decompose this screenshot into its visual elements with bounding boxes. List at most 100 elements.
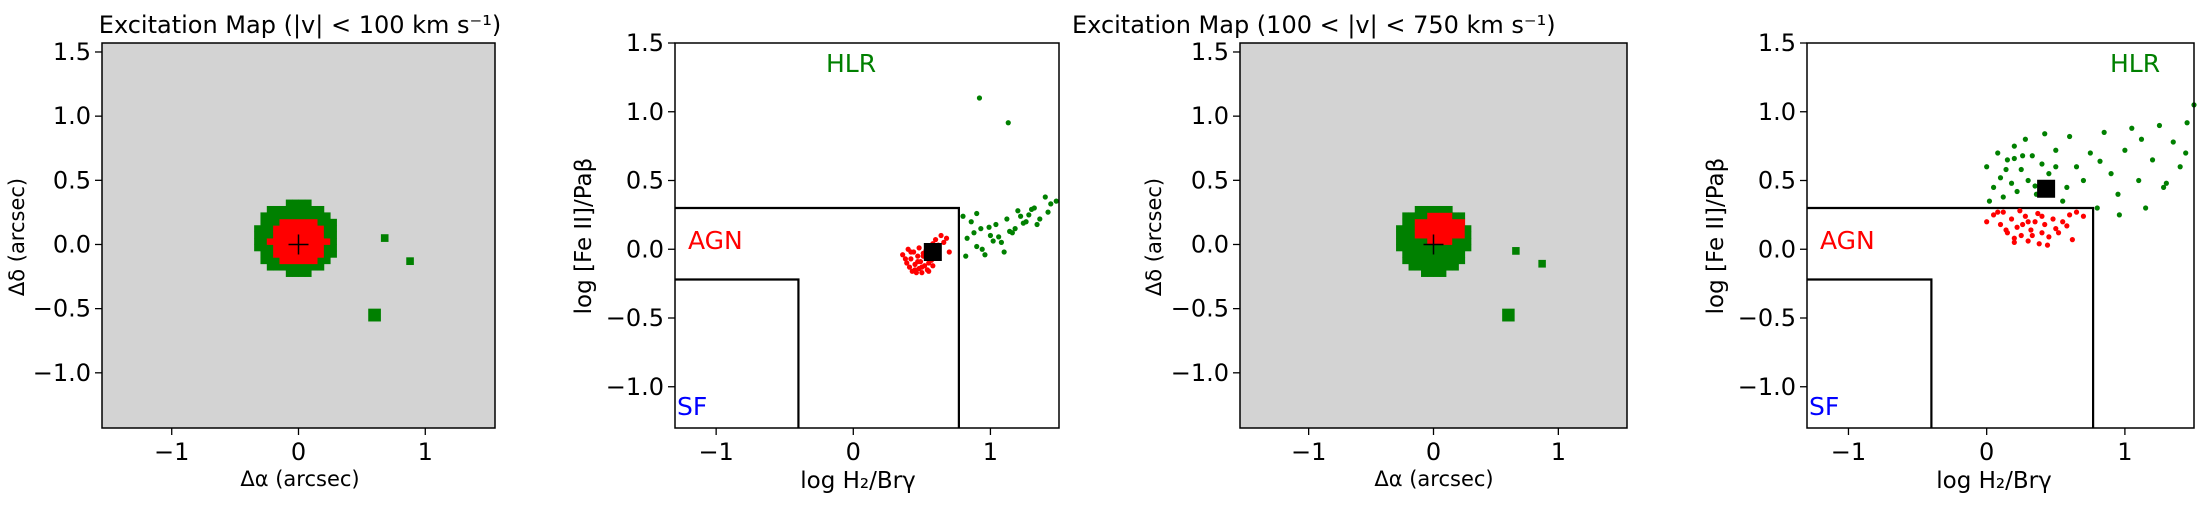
hlr-point	[2122, 147, 2128, 153]
agn-pixel	[311, 250, 318, 258]
hlr-point	[2042, 131, 2048, 137]
agn-point	[2042, 221, 2048, 228]
agn-pixel	[1445, 212, 1453, 220]
hlr-point	[2177, 164, 2183, 170]
hlr-point	[2136, 177, 2142, 184]
hlr-pixel	[323, 218, 331, 226]
x-axis-label: log H₂/Brγ	[800, 468, 915, 494]
hlr-pixel	[273, 263, 280, 271]
agn-point	[908, 256, 914, 262]
y-tick-label: 0.0	[626, 235, 664, 263]
sf-boundary-line	[1807, 278, 1933, 428]
agn-point	[932, 237, 939, 243]
hlr-pixel	[1452, 212, 1459, 220]
hlr-pixel	[260, 257, 268, 265]
agn-pixel	[279, 238, 287, 245]
x-tick-label: 0	[846, 438, 861, 466]
hlr-pixel	[330, 225, 337, 233]
hlr-point	[2138, 136, 2145, 142]
agn-pixel	[298, 250, 306, 258]
agn-pixel	[279, 218, 287, 226]
hlr-point	[2014, 188, 2020, 195]
hlr-point	[2022, 136, 2028, 142]
agn-pixel	[311, 238, 318, 245]
hlr-point	[2183, 150, 2189, 156]
agn-pixel	[317, 225, 325, 233]
agn-point	[2003, 227, 2009, 233]
hlr-pixel	[1421, 270, 1428, 277]
agn-pixel	[304, 225, 312, 233]
agn-pixel	[285, 257, 293, 265]
hlr-point	[2000, 194, 2006, 200]
agn-point	[2025, 219, 2031, 225]
hlr-point	[2129, 125, 2135, 131]
hlr-pixel	[1458, 250, 1466, 258]
hlr-pixel	[1396, 238, 1403, 245]
agn-point	[2020, 221, 2026, 228]
agn-pixel	[311, 225, 318, 233]
agn-point	[2044, 242, 2051, 248]
hlr-pixel	[298, 199, 306, 207]
hlr-pixel	[1421, 205, 1428, 213]
hlr-point	[982, 252, 988, 258]
agn-pixel	[1439, 212, 1447, 220]
hlr-pixel	[1396, 225, 1403, 233]
y-axis-label: log [Fe II]/Paβ	[571, 158, 597, 315]
hlr-pixel	[1433, 270, 1441, 277]
hlr-point	[986, 224, 992, 230]
agn-pixel	[1433, 225, 1441, 233]
plot-frame	[1806, 42, 2195, 429]
hlr-pixel	[292, 199, 299, 207]
hlr-pixel	[279, 212, 287, 220]
hlr-point	[1028, 206, 1035, 212]
agn-point	[906, 264, 913, 270]
hlr-point	[960, 213, 966, 219]
agn-pixel	[285, 218, 293, 226]
hlr-pixel	[1439, 263, 1447, 271]
agn-pixel	[1439, 218, 1447, 226]
agn-point	[900, 252, 906, 258]
y-tick-label: 0.5	[1191, 166, 1229, 194]
hlr-pixel	[1464, 225, 1472, 233]
hlr-pixel	[260, 212, 268, 220]
hlr-pixel	[266, 250, 274, 258]
hlr-pixel	[1464, 244, 1472, 252]
agn-pixel	[304, 218, 312, 226]
agn-point	[916, 245, 922, 251]
hlr-point	[1045, 209, 1051, 215]
agn-point	[2039, 230, 2045, 236]
agn-point	[2053, 226, 2059, 232]
hlr-point	[2116, 212, 2122, 218]
hlr-pixel	[285, 205, 293, 213]
agn-pixel	[292, 238, 299, 245]
hlr-point	[2156, 122, 2163, 129]
hlr-pixel	[317, 218, 325, 226]
hlr-point	[976, 95, 983, 101]
hlr-pixel	[323, 231, 331, 239]
hlr-point	[998, 239, 1005, 245]
agn-point	[2060, 219, 2066, 225]
hlr-pixel	[1396, 231, 1403, 239]
hlr-pixel	[1414, 263, 1422, 271]
y-tick-label: 1.0	[53, 102, 91, 130]
hlr-point	[996, 234, 1002, 240]
x-axis-label: log H₂/Brγ	[1936, 468, 2051, 494]
hlr-pixel	[266, 205, 274, 213]
hlr-pixel	[1452, 257, 1459, 265]
agn-point	[1997, 221, 2004, 228]
agn-point	[2035, 210, 2041, 217]
panel-map-1: Excitation Map (|v| < 100 km s⁻¹) −1 0 1−1…	[5, 11, 501, 491]
plot-area	[1807, 43, 2194, 428]
y-tick-label: 1.5	[1191, 38, 1229, 66]
agn-pixel	[285, 225, 293, 233]
hlr-pixel	[1464, 238, 1472, 245]
region-label-sf: SF	[677, 392, 707, 421]
agn-pixel	[1452, 218, 1459, 226]
hlr-point	[1984, 164, 1990, 170]
hlr-pixel	[1402, 250, 1409, 258]
agn-pixel	[1458, 218, 1466, 226]
agn-pixel	[1433, 231, 1441, 239]
sf-boundary-line	[675, 278, 800, 428]
hlr-pixel	[292, 205, 299, 213]
agn-pixel	[298, 244, 306, 252]
